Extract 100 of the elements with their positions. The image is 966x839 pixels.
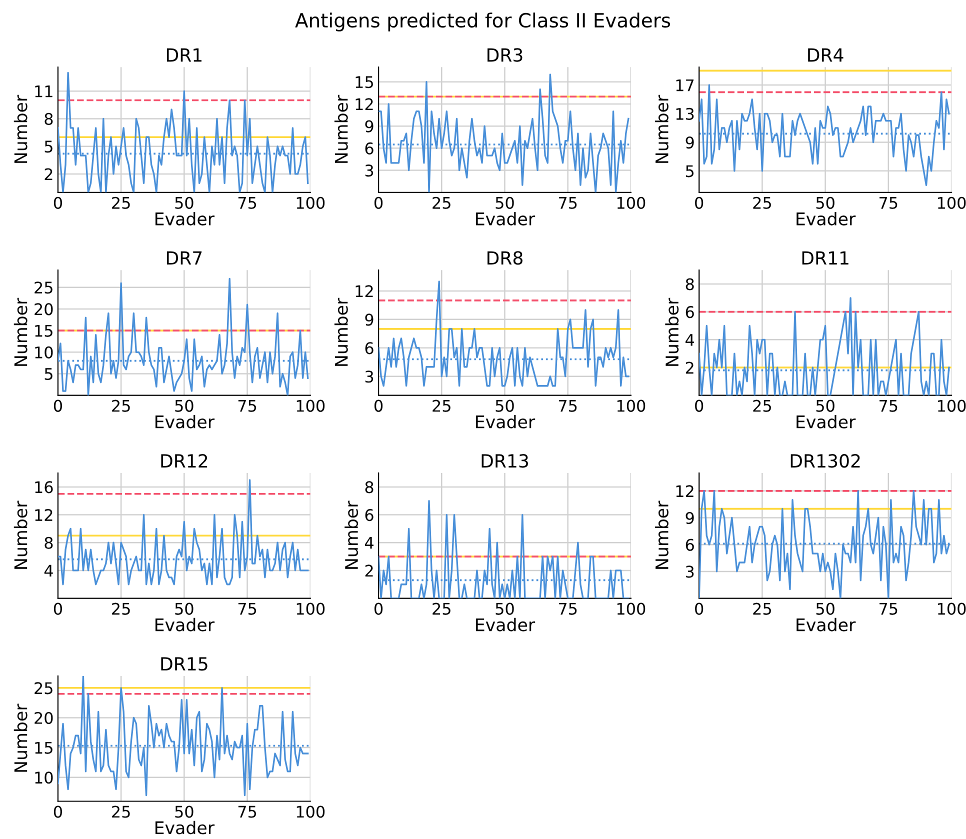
y-tick-label: 11 bbox=[35, 85, 52, 98]
x-tick-label: 25 bbox=[753, 196, 771, 209]
y-tick-label: 4 bbox=[44, 564, 53, 577]
x-tick-label: 50 bbox=[496, 196, 514, 209]
x-tick-label: 50 bbox=[175, 806, 194, 818]
y-tick-label: 10 bbox=[35, 772, 53, 784]
x-tick-label: 50 bbox=[175, 400, 194, 412]
x-tick-label: 0 bbox=[695, 196, 704, 209]
line-series bbox=[699, 84, 950, 186]
x-tick-label: 25 bbox=[432, 602, 450, 615]
x-tick-label: 100 bbox=[296, 806, 325, 818]
y-tick-label: 6 bbox=[686, 538, 694, 551]
chart-title: DR12 bbox=[161, 454, 208, 468]
y-tick-label: 2 bbox=[365, 564, 373, 577]
x-tick-label: 75 bbox=[880, 602, 898, 615]
y-tick-label: 15 bbox=[35, 324, 52, 337]
y-tick-label: 13 bbox=[676, 108, 694, 120]
chart-title: DR15 bbox=[161, 657, 208, 671]
x-axis-title: Evader bbox=[156, 212, 215, 226]
x-tick-label: 75 bbox=[880, 197, 898, 209]
y-tick-label: 3 bbox=[686, 566, 694, 578]
x-tick-label: 25 bbox=[753, 602, 771, 615]
x-tick-label: 75 bbox=[238, 197, 256, 209]
y-tick-label: 4 bbox=[686, 334, 694, 346]
x-tick-label: 50 bbox=[175, 602, 194, 615]
x-tick-label: 25 bbox=[112, 602, 130, 615]
y-tick-label: 10 bbox=[35, 346, 53, 358]
y-tick-label: 25 bbox=[34, 282, 52, 294]
x-tick-label: 100 bbox=[296, 400, 325, 412]
x-tick-label: 25 bbox=[112, 196, 130, 209]
y-tick-label: 3 bbox=[365, 370, 374, 383]
y-axis-title: Number bbox=[334, 94, 348, 163]
y-tick-label: 15 bbox=[356, 76, 373, 88]
y-tick-label: 5 bbox=[686, 165, 694, 178]
y-tick-label: 12 bbox=[676, 485, 694, 497]
x-tick-label: 75 bbox=[238, 806, 256, 818]
y-tick-label: 12 bbox=[356, 285, 373, 298]
x-tick-label: 0 bbox=[374, 602, 383, 615]
y-tick-label: 9 bbox=[365, 120, 374, 132]
x-tick-label: 100 bbox=[617, 400, 646, 412]
x-tick-label: 50 bbox=[816, 602, 834, 615]
x-tick-label: 100 bbox=[617, 602, 646, 615]
y-axis-title: Number bbox=[14, 500, 28, 569]
x-tick-label: 100 bbox=[296, 602, 325, 615]
y-tick-label: 5 bbox=[44, 140, 52, 153]
x-tick-label: 25 bbox=[753, 400, 771, 412]
x-axis-title: Evader bbox=[796, 414, 856, 428]
x-tick-label: 100 bbox=[938, 602, 966, 615]
x-tick-label: 75 bbox=[238, 400, 256, 412]
y-tick-label: 25 bbox=[34, 682, 52, 694]
chart-title: DR7 bbox=[166, 251, 202, 265]
y-tick-label: 12 bbox=[35, 508, 52, 521]
y-axis-title: Number bbox=[655, 94, 668, 163]
y-tick-label: 20 bbox=[34, 712, 53, 724]
x-tick-label: 0 bbox=[54, 602, 62, 615]
x-axis-title: Evader bbox=[476, 618, 536, 632]
y-tick-label: 9 bbox=[686, 512, 694, 524]
y-tick-label: 2 bbox=[44, 168, 52, 180]
chart-title: DR11 bbox=[802, 251, 848, 265]
x-tick-label: 0 bbox=[695, 400, 704, 412]
y-tick-label: 15 bbox=[35, 742, 52, 754]
x-tick-label: 0 bbox=[374, 400, 383, 412]
line-series bbox=[378, 280, 630, 387]
line-series bbox=[58, 676, 309, 796]
chart-title: DR1 bbox=[166, 48, 202, 62]
x-axis-title: Evader bbox=[796, 618, 856, 632]
x-tick-label: 100 bbox=[617, 196, 646, 209]
chart-title: DR3 bbox=[488, 48, 522, 62]
y-axis-title: Number bbox=[14, 298, 28, 366]
y-tick-label: 8 bbox=[44, 536, 53, 549]
y-axis-title: Number bbox=[14, 94, 28, 163]
x-axis-title: Evader bbox=[476, 212, 536, 226]
x-tick-label: 0 bbox=[54, 400, 62, 412]
y-axis-title: Number bbox=[334, 298, 348, 366]
y-tick-label: 9 bbox=[365, 314, 374, 326]
chart-title: DR4 bbox=[808, 48, 844, 62]
y-tick-label: 8 bbox=[365, 481, 374, 494]
y-axis-title: Number bbox=[344, 500, 358, 569]
y-tick-label: 6 bbox=[365, 508, 374, 522]
x-tick-label: 0 bbox=[374, 196, 383, 209]
x-tick-label: 50 bbox=[496, 400, 514, 412]
y-axis-title: Number bbox=[655, 500, 668, 569]
y-tick-label: 6 bbox=[365, 142, 374, 154]
x-tick-label: 25 bbox=[112, 400, 130, 412]
x-tick-label: 75 bbox=[558, 602, 577, 615]
x-tick-label: 50 bbox=[816, 400, 834, 412]
x-tick-label: 75 bbox=[880, 400, 898, 412]
x-tick-label: 25 bbox=[432, 400, 450, 412]
y-tick-label: 17 bbox=[676, 79, 694, 92]
x-tick-label: 100 bbox=[938, 400, 966, 412]
y-tick-label: 9 bbox=[686, 136, 694, 149]
chart-title: DR13 bbox=[482, 454, 528, 468]
y-tick-label: 6 bbox=[365, 342, 374, 354]
x-tick-label: 75 bbox=[558, 400, 577, 412]
y-tick-label: 2 bbox=[686, 362, 694, 374]
y-tick-label: 20 bbox=[34, 303, 53, 316]
x-axis-title: Evader bbox=[156, 618, 215, 632]
line-series bbox=[58, 479, 309, 586]
x-axis-title: Evader bbox=[796, 212, 856, 226]
x-tick-label: 0 bbox=[695, 602, 704, 615]
